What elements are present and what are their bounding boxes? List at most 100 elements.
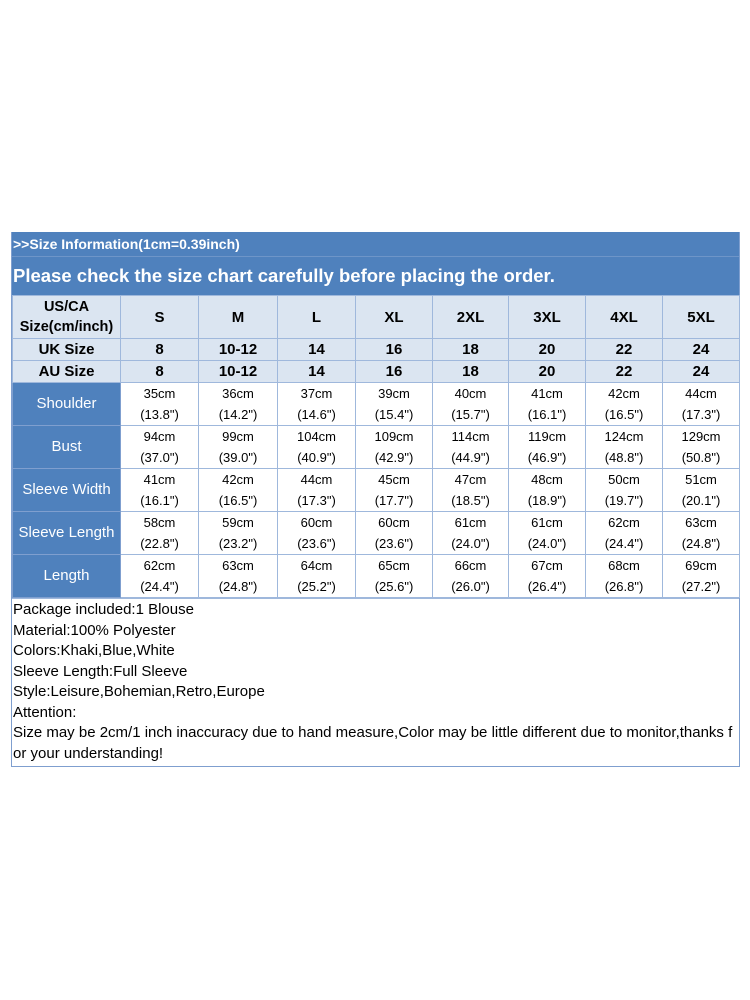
- inch-value: (19.7"): [604, 493, 644, 508]
- inch-value: (44.9"): [451, 450, 490, 465]
- note-line: Material:100% Polyester: [13, 621, 176, 639]
- au-size-row: AU Size 8 10-12 14 16 18 20 22 24: [12, 360, 740, 383]
- note-line: Style:Leisure,Bohemian,Retro,Europe: [13, 683, 265, 700]
- inch-value: (14.2"): [218, 407, 258, 422]
- au-size-label: AU Size: [12, 360, 121, 383]
- measurement-cell: 60cm (23.6"): [355, 511, 433, 555]
- measurement-cell: 59cm (23.2"): [198, 511, 278, 555]
- inch-value: (17.7"): [374, 493, 414, 508]
- inch-value: (37.0"): [140, 450, 179, 465]
- measurement-cell: 109cm (42.9"): [355, 425, 433, 469]
- cm-value: 47cm: [454, 472, 487, 487]
- measurement-cell: 58cm (22.8"): [120, 511, 199, 555]
- size-chart: >>Size Information(1cm=0.39inch) Please …: [11, 232, 740, 767]
- inch-value: (14.6"): [297, 407, 336, 422]
- cm-value: 65cm: [378, 558, 410, 573]
- inch-value: (16.5"): [604, 407, 644, 422]
- measurement-cell: 36cm (14.2"): [198, 382, 278, 426]
- measurement-cell: 42cm (16.5"): [585, 382, 663, 426]
- au-size-value: 20: [508, 360, 586, 383]
- measurement-cell: 48cm (18.9"): [508, 468, 586, 512]
- measurement-cell: 62cm (24.4"): [585, 511, 663, 555]
- cm-value: 45cm: [378, 472, 410, 487]
- size-header-3xl: 3XL: [508, 295, 586, 339]
- inch-value: (26.8"): [604, 579, 644, 594]
- measurement-cell: 47cm (18.5"): [432, 468, 509, 512]
- cm-value: 114cm: [451, 429, 490, 444]
- cm-value: 119cm: [527, 429, 567, 444]
- cm-value: 42cm: [608, 386, 640, 401]
- measurement-label-sleeve-width: Sleeve Width: [12, 468, 121, 512]
- measurement-cell: 51cm (20.1"): [662, 468, 740, 512]
- cm-value: 60cm: [300, 515, 333, 530]
- au-size-value: 14: [277, 360, 356, 383]
- uk-size-row: UK Size 8 10-12 14 16 18 20 22 24: [12, 338, 740, 361]
- measurement-cell: 35cm (13.8"): [120, 382, 199, 426]
- cm-value: 68cm: [608, 558, 640, 573]
- measurement-cell: 129cm (50.8"): [662, 425, 740, 469]
- cm-value: 60cm: [378, 515, 410, 530]
- cm-value: 48cm: [531, 472, 563, 487]
- cm-value: 109cm: [374, 429, 414, 444]
- inch-value: (24.0"): [451, 536, 490, 551]
- cm-value: 69cm: [685, 558, 717, 573]
- au-size-value: 10-12: [198, 360, 278, 383]
- us-size-header-row: US/CA Size(cm/inch) S M L XL 2XL 3XL 4XL 5XL: [12, 295, 740, 339]
- inch-value: (24.8"): [218, 579, 258, 594]
- inch-value: (39.0"): [218, 450, 258, 465]
- measurement-cell: 44cm (17.3"): [277, 468, 356, 512]
- inch-value: (46.9"): [527, 450, 567, 465]
- us-ca-size-header: US/CA Size(cm/inch): [12, 295, 121, 339]
- cm-value: 66cm: [454, 558, 487, 573]
- inch-value: (24.4"): [140, 579, 179, 594]
- size-header-4xl: 4XL: [585, 295, 663, 339]
- measurement-cell: 41cm (16.1"): [120, 468, 199, 512]
- cm-value: 67cm: [531, 558, 563, 573]
- measurement-row-length: Length 62cm (24.4") 63cm (24.8") 64cm (25.2") 6…: [12, 554, 740, 598]
- cm-value: 104cm: [296, 429, 337, 444]
- cm-value: 64cm: [300, 558, 333, 573]
- size-header-m: M: [198, 295, 278, 339]
- size-header-5xl: 5XL: [662, 295, 740, 339]
- measurement-cell: 114cm (44.9"): [432, 425, 509, 469]
- size-header-s: S: [120, 295, 199, 339]
- size-header-xl: XL: [355, 295, 433, 339]
- inch-value: (48.8"): [604, 450, 644, 465]
- note-line: Package included:1 Blouse: [13, 601, 194, 618]
- uk-size-value: 22: [585, 338, 663, 361]
- cm-value: 62cm: [608, 515, 640, 530]
- measurement-cell: 42cm (16.5"): [198, 468, 278, 512]
- measurement-cell: 61cm (24.0"): [432, 511, 509, 555]
- measurement-cell: 60cm (23.6"): [277, 511, 356, 555]
- measurement-cell: 62cm (24.4"): [120, 554, 199, 598]
- inch-value: (17.3"): [297, 493, 336, 508]
- cm-value: 99cm: [222, 429, 254, 444]
- inch-value: (23.6"): [374, 536, 414, 551]
- inch-value: (20.1"): [681, 493, 721, 508]
- cm-value: 94cm: [143, 429, 176, 444]
- inch-value: (16.1"): [527, 407, 567, 422]
- size-header-2xl: 2XL: [432, 295, 509, 339]
- inch-value: (23.6"): [297, 536, 336, 551]
- inch-value: (18.5"): [451, 493, 490, 508]
- cm-value: 129cm: [681, 429, 721, 444]
- measurement-cell: 94cm (37.0"): [120, 425, 199, 469]
- cm-value: 41cm: [531, 386, 563, 401]
- inch-value: (24.8"): [681, 536, 721, 551]
- measurement-label-bust: Bust: [12, 425, 121, 469]
- cm-value: 42cm: [222, 472, 254, 487]
- measurement-cell: 69cm (27.2"): [662, 554, 740, 598]
- measurement-cell: 40cm (15.7"): [432, 382, 509, 426]
- cm-value: 61cm: [454, 515, 487, 530]
- inch-value: (18.9"): [527, 493, 567, 508]
- uk-size-value: 24: [662, 338, 740, 361]
- measurement-row-shoulder: Shoulder 35cm (13.8") 36cm (14.2") 37cm (14.6"…: [12, 382, 740, 426]
- measurement-label-shoulder: Shoulder: [12, 382, 121, 426]
- inch-value: (40.9"): [297, 450, 336, 465]
- au-size-value: 22: [585, 360, 663, 383]
- note-line: Sleeve Length:Full Sleeve: [13, 662, 188, 680]
- measurement-cell: 99cm (39.0"): [198, 425, 278, 469]
- cm-value: 59cm: [222, 515, 254, 530]
- measurement-cell: 68cm (26.8"): [585, 554, 663, 598]
- uk-size-value: 16: [355, 338, 433, 361]
